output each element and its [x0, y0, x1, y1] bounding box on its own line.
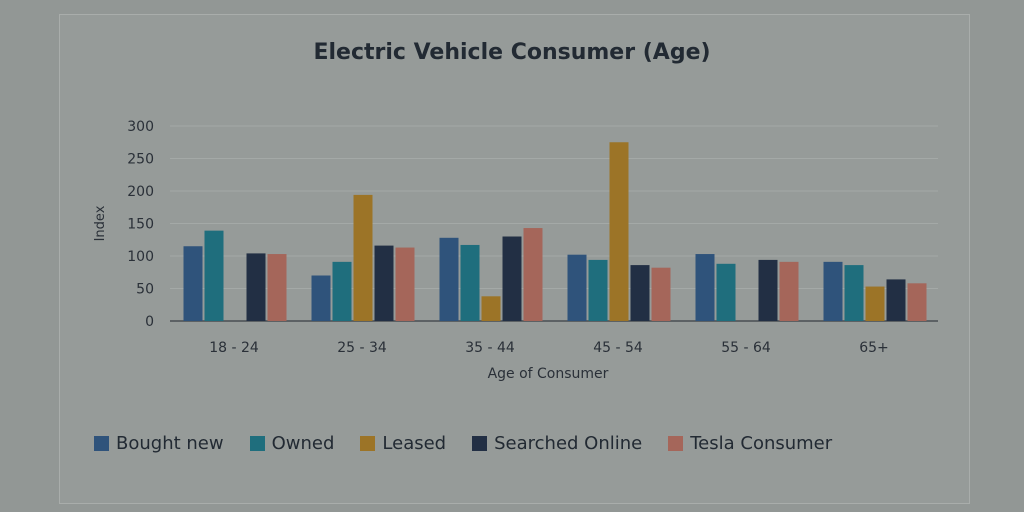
bar	[609, 142, 629, 321]
legend-swatch	[668, 436, 684, 451]
bar	[332, 261, 352, 321]
y-axis-label: Index	[93, 205, 108, 241]
bar	[183, 246, 203, 321]
bar	[567, 254, 587, 321]
bar	[204, 230, 224, 321]
legend-swatch	[94, 436, 109, 451]
legend-item: Owned	[249, 433, 335, 454]
bar	[865, 286, 885, 321]
bar	[779, 261, 799, 321]
legend-item: Tesla Consumer	[668, 433, 832, 454]
legend-label: Tesla Consumer	[690, 433, 833, 454]
bar	[502, 236, 522, 321]
x-tick-label: 35 - 44	[465, 340, 515, 356]
legend-swatch	[360, 436, 376, 451]
bar	[439, 237, 459, 321]
chart-title: Electric Vehicle Consumer (Age)	[313, 40, 711, 65]
bar	[311, 275, 331, 321]
bar	[246, 253, 266, 321]
y-tick-label: 200	[127, 184, 154, 200]
bar	[395, 247, 415, 321]
bar	[460, 244, 480, 321]
bar	[267, 254, 287, 321]
chart-legend: Bought new Owned Leased Searched Online Tesl…	[94, 433, 858, 454]
y-tick-label: 100	[127, 249, 154, 265]
bar	[523, 228, 543, 321]
bar	[886, 279, 906, 321]
bar	[758, 259, 778, 321]
x-tick-label: 55 - 64	[721, 340, 771, 356]
bar	[695, 254, 715, 321]
y-tick-label: 150	[127, 217, 154, 233]
legend-label: Leased	[382, 433, 447, 454]
y-tick-label: 50	[136, 282, 154, 298]
legend-label: Bought new	[116, 433, 224, 454]
legend-label: Searched Online	[494, 433, 643, 454]
legend-item: Bought new	[94, 433, 224, 454]
bar	[651, 267, 671, 321]
bar	[481, 296, 501, 321]
bar	[716, 263, 736, 321]
bar	[374, 245, 394, 321]
bar	[353, 194, 373, 321]
legend-swatch	[249, 436, 265, 451]
x-axis-label: Age of Consumer	[488, 366, 609, 382]
y-tick-label: 300	[127, 119, 154, 135]
bar	[844, 265, 864, 321]
x-tick-label: 65+	[859, 340, 889, 356]
bar	[630, 265, 650, 321]
x-tick-label: 45 - 54	[593, 340, 643, 356]
legend-item: Searched Online	[472, 433, 642, 454]
legend-swatch	[472, 436, 488, 451]
legend-item: Leased	[360, 433, 446, 454]
bar	[588, 259, 608, 321]
bar	[823, 261, 843, 321]
legend-label: Owned	[271, 433, 335, 454]
x-tick-label: 18 - 24	[209, 340, 259, 356]
bar	[907, 283, 927, 321]
y-tick-label: 250	[127, 152, 154, 168]
x-tick-label: 25 - 34	[337, 340, 387, 356]
y-tick-label: 0	[145, 314, 154, 330]
